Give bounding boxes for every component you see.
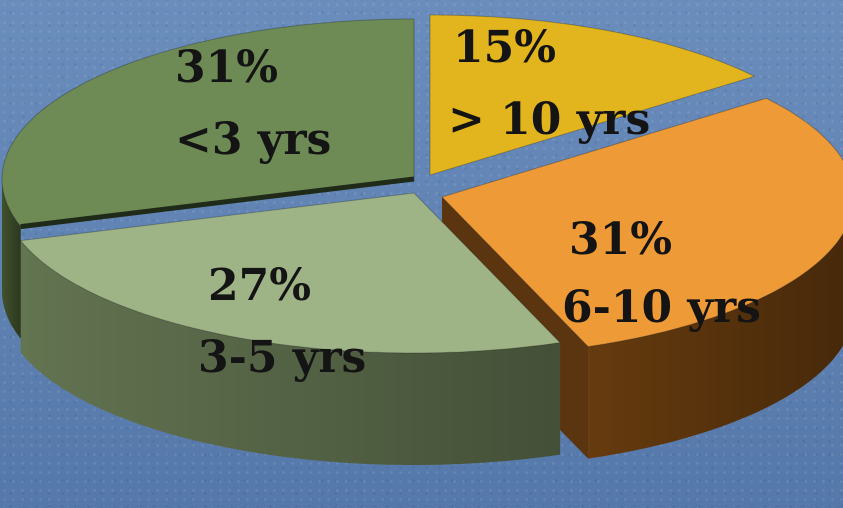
slice-under-3: [1, 18, 415, 228]
slice-label-3-5-range: 3-5 yrs: [198, 332, 366, 383]
slice-side-shade-6-10: [588, 233, 843, 459]
slice-label-3-5-pct: 27%: [208, 260, 311, 311]
slice-side-shade-3-5: [20, 240, 561, 465]
slice-label-6-10-range: 6-10 yrs: [562, 282, 761, 333]
slice-label-under-3-range: <3 yrs: [175, 114, 331, 165]
slice-label-over-10-range: > 10 yrs: [448, 94, 650, 145]
pie-side-walls: [2, 179, 843, 465]
slice-over-10: [429, 14, 756, 176]
pie-slices: [1, 14, 843, 354]
slice-label-6-10-pct: 31%: [569, 214, 672, 265]
slice-divider: [20, 176, 415, 230]
slice-3-5: [19, 192, 562, 354]
slice-6-10: [441, 97, 843, 348]
slice-label-over-10-pct: 15%: [453, 22, 556, 73]
slice-side-shade-under-3: [2, 179, 21, 339]
pie-labels: 15% > 10 yrs 31% 6-10 yrs 27% 3-5 yrs 31…: [175, 22, 761, 383]
slice-label-under-3-pct: 31%: [175, 42, 278, 93]
